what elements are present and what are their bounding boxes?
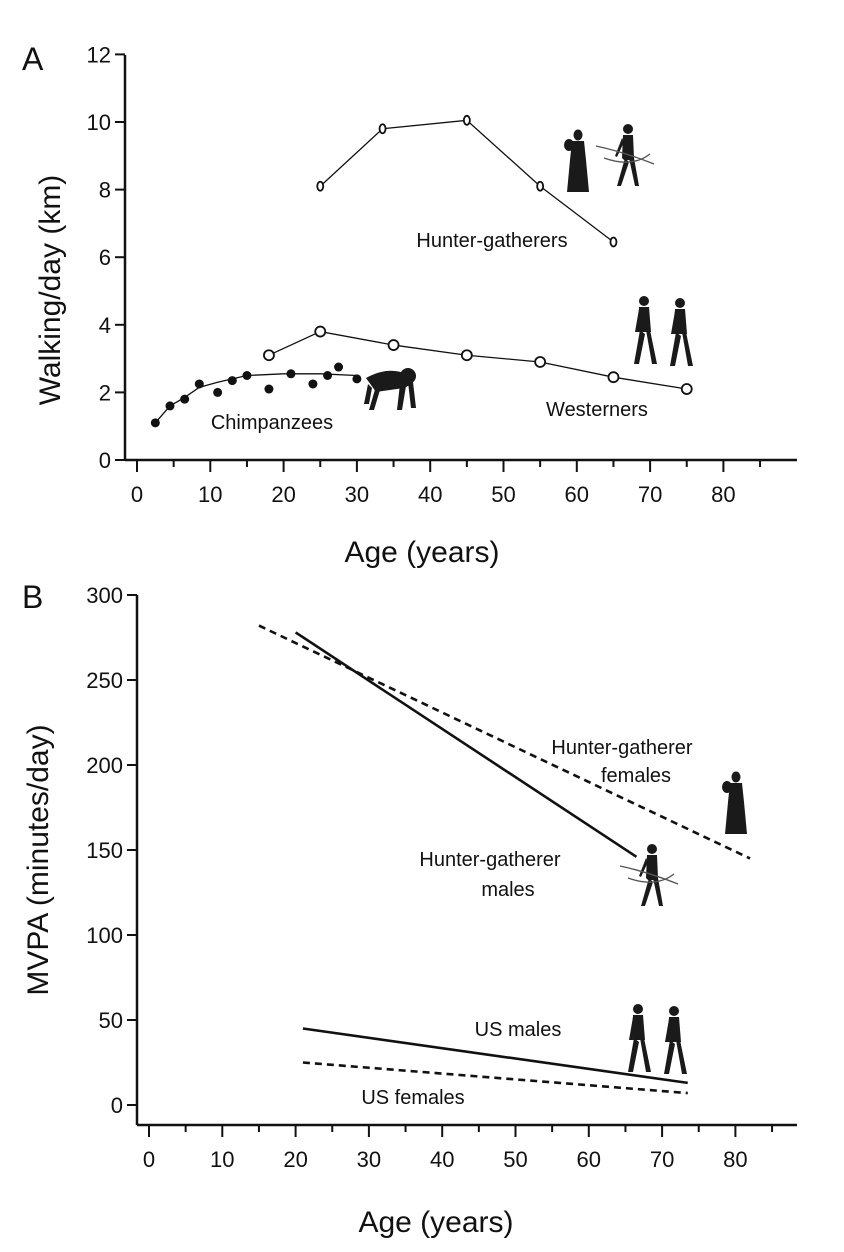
panel-a-data: [150, 114, 693, 428]
panel-b-y-tick-label: 250: [86, 668, 123, 693]
panel-a-x-axis-label: Age (years): [344, 536, 499, 569]
panel-a-y-tick-label: 8: [99, 178, 111, 203]
panel-a-chart: A 0 2 4 6 8 10 12 0 10 20 30 40 50 60 70 80 Age (years)…: [22, 41, 797, 569]
label-hg-males-line2: males: [481, 879, 534, 901]
chimpanzees-point: [286, 369, 296, 379]
hunter-gatherer-females-line: [258, 624, 751, 860]
label-hg-males-line1: Hunter-gatherer: [419, 849, 561, 871]
us-man-icon: [628, 1004, 651, 1072]
westerner-man-icon: [634, 296, 657, 364]
us-woman-icon: [664, 1006, 687, 1074]
panel-b-x-tick-label: 80: [723, 1147, 747, 1172]
chimpanzees-point: [227, 376, 237, 386]
chimpanzees-point: [308, 379, 318, 389]
chimpanzees-point: [150, 418, 160, 428]
panel-b-axes: [127, 594, 797, 1137]
panel-a-y-axis-label: Walking/day (km): [34, 175, 67, 406]
panel-b-x-tick-label: 20: [283, 1147, 307, 1172]
panel-a-x-tick-label: 70: [638, 482, 662, 507]
label-us-males: US males: [475, 1019, 562, 1041]
chimpanzees-point: [180, 394, 190, 404]
hunter-gatherer-man-icon: [619, 843, 679, 907]
panel-a-y-tick-label: 6: [99, 245, 111, 270]
hunter-gatherers-point: [462, 114, 471, 126]
panel-a-y-tick-label: 0: [99, 448, 111, 473]
westerners-point: [607, 371, 620, 384]
hunter-gatherer-woman-icon: [564, 129, 589, 192]
chimpanzees-point: [242, 371, 252, 380]
panel-a-x-tick-label: 80: [711, 482, 735, 507]
panel-a-tick-labels: 0 2 4 6 8 10 12 0 10 20 30 40 50 60 70 80: [87, 42, 736, 507]
chimpanzees-point: [264, 384, 274, 394]
panel-a-x-tick-label: 60: [565, 482, 589, 507]
label-hunter-gatherers: Hunter-gatherers: [416, 230, 567, 252]
panel-b-letter: B: [22, 579, 43, 615]
chimpanzees-point: [213, 387, 223, 397]
westerners-line: [268, 330, 687, 390]
westerners-point: [263, 349, 275, 362]
panel-b-data: [258, 624, 751, 1095]
westerners-point: [680, 383, 693, 395]
us-males-line: [302, 1027, 688, 1085]
hunter-gatherers-point: [316, 180, 325, 192]
panel-b-x-tick-label: 40: [430, 1147, 454, 1172]
panel-a-letter: A: [22, 41, 44, 77]
hunter-gatherer-man-icon: [595, 123, 655, 187]
westerner-woman-icon: [670, 298, 693, 366]
panel-b-x-tick-label: 60: [577, 1147, 601, 1172]
westerners-point: [460, 349, 473, 362]
hunter-gatherers-point: [378, 123, 387, 135]
chimpanzees-line: [154, 373, 357, 424]
panel-b-y-tick-label: 200: [86, 753, 123, 778]
hunter-gatherers-point: [536, 180, 545, 192]
panel-a-x-tick-label: 0: [131, 482, 143, 507]
label-hg-females-line1: Hunter-gatherer: [551, 737, 693, 759]
label-westerners: Westerners: [546, 399, 648, 421]
label-hg-females-line2: females: [601, 765, 671, 787]
panel-a-x-tick-label: 50: [491, 482, 515, 507]
panel-a-axes: [115, 53, 797, 472]
hunter-gatherer-males-line: [294, 631, 638, 858]
panel-a-y-tick-label: 4: [99, 313, 111, 338]
panel-b-x-tick-label: 70: [650, 1147, 674, 1172]
label-chimpanzees: Chimpanzees: [211, 412, 333, 434]
hunter-gatherers-point: [609, 236, 618, 248]
panel-a-y-tick-label: 12: [87, 42, 111, 67]
us-females-line: [302, 1061, 688, 1095]
chimpanzees-point: [165, 401, 175, 411]
label-us-females: US females: [361, 1087, 464, 1109]
panel-a-y-tick-label: 2: [99, 380, 111, 405]
chimpanzees-point: [352, 374, 362, 384]
panel-b-x-tick-label: 30: [357, 1147, 381, 1172]
chimpanzee-icon: [364, 368, 416, 410]
panel-b-y-tick-label: 0: [111, 1093, 123, 1118]
westerners-point: [534, 356, 547, 368]
panel-b-y-tick-label: 50: [99, 1008, 123, 1033]
westerners-point: [314, 325, 327, 338]
chimpanzees-point: [194, 379, 204, 389]
chimpanzees-point: [323, 371, 333, 380]
panel-b-y-tick-label: 100: [86, 923, 123, 948]
panel-b-tick-labels: 0 50 100 150 200 250 300 0 10 20 30 40 50 60 70 80: [86, 583, 747, 1172]
panel-b-chart: B 0 50 100 150 200 250 300 0 10 20 30 40 50 60 70 80 Ag…: [22, 579, 797, 1239]
panel-a-x-tick-label: 40: [418, 482, 442, 507]
chimpanzees-point: [334, 362, 344, 372]
panel-b-x-tick-label: 10: [210, 1147, 234, 1172]
panel-b-y-tick-label: 300: [86, 583, 123, 608]
panel-b-y-tick-label: 150: [86, 838, 123, 863]
panel-a-x-tick-label: 30: [345, 482, 369, 507]
panel-a-x-tick-label: 20: [271, 482, 295, 507]
panel-b-y-axis-label: MVPA (minutes/day): [22, 724, 55, 995]
panel-b-x-tick-label: 0: [143, 1147, 155, 1172]
panel-a-y-tick-label: 10: [87, 110, 111, 135]
panel-a-x-tick-label: 10: [198, 482, 222, 507]
panel-b-x-tick-label: 50: [503, 1147, 527, 1172]
panel-b-x-axis-label: Age (years): [358, 1206, 513, 1239]
hunter-gatherer-woman-icon: [722, 771, 747, 834]
westerners-point: [387, 339, 400, 351]
